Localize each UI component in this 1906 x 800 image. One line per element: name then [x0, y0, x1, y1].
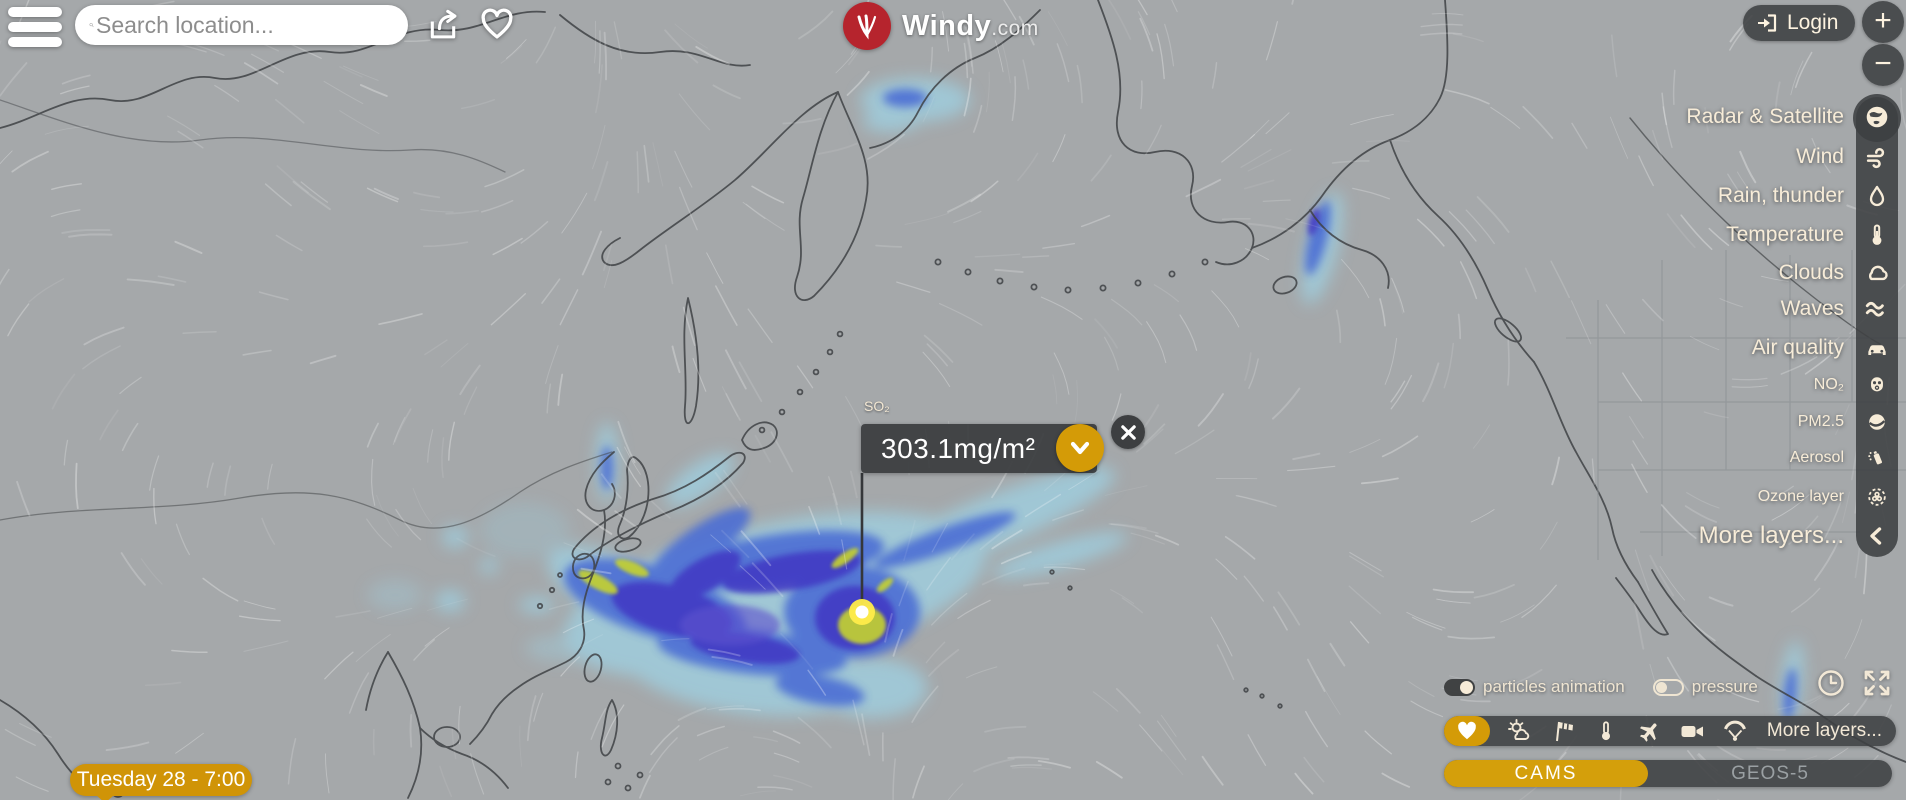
chevron-down-icon — [1070, 441, 1090, 455]
raindrop-icon — [1856, 184, 1898, 208]
layer-menu-item-rain-thunder[interactable]: Rain, thunder — [1718, 179, 1898, 213]
login-button[interactable]: Login — [1743, 5, 1856, 41]
login-icon — [1758, 14, 1777, 32]
paragliding-tab-button[interactable] — [1722, 718, 1748, 744]
picker-value: 303.1mg/m² — [881, 432, 1036, 464]
heart-icon — [1458, 721, 1476, 740]
fullscreen-icon[interactable] — [1862, 668, 1892, 698]
picker-anchor[interactable] — [849, 473, 875, 625]
wind-icon — [1856, 145, 1898, 170]
layer-menu-item-waves[interactable]: Waves — [1781, 292, 1898, 326]
quick-layers-bar: More layers... — [1444, 716, 1896, 746]
chevron-left-icon — [1856, 524, 1898, 548]
layer-menu-item-no2[interactable]: NO₂ — [1814, 368, 1898, 402]
layer-menu-item-more-layers[interactable]: More layers... — [1699, 519, 1898, 553]
zoom-in-button[interactable]: + — [1862, 1, 1904, 43]
webcams-tab-button[interactable] — [1679, 718, 1705, 744]
windsock-icon — [1556, 721, 1573, 742]
weather-tab-button[interactable] — [1507, 718, 1533, 744]
layer-menu-item-radar-satellite[interactable]: Radar & Satellite — [1686, 100, 1898, 134]
menu-bar — [8, 7, 62, 17]
layer-menu-bar — [1856, 97, 1898, 557]
model-cams-button[interactable]: CAMS — [1444, 760, 1648, 787]
favorites-tab-button[interactable] — [1444, 716, 1490, 746]
quickbar-more-layers[interactable]: More layers... — [1766, 720, 1882, 741]
login-label: Login — [1787, 11, 1839, 34]
layer-menu-item-temperature[interactable]: Temperature — [1726, 218, 1898, 252]
layer-menu-item-wind[interactable]: Wind — [1796, 140, 1898, 174]
layer-menu-item-clouds[interactable]: Clouds — [1779, 256, 1898, 290]
timeline-pointer — [96, 795, 114, 800]
layer-menu-item-aerosol[interactable]: Aerosol — [1790, 441, 1898, 475]
brand-name: Windy.com — [902, 9, 1039, 42]
favorites-heart-icon[interactable] — [478, 6, 516, 44]
windy-w-glyph — [857, 14, 877, 40]
toggle-on-icon — [1444, 678, 1475, 696]
search-icon — [89, 23, 94, 28]
share-icon[interactable] — [424, 6, 462, 44]
car-icon — [1856, 335, 1898, 361]
search-box[interactable] — [75, 5, 408, 45]
toggle-off-icon — [1652, 678, 1684, 696]
flights-tab-button[interactable] — [1636, 718, 1662, 744]
windy-logo-mark — [843, 2, 891, 50]
thermometer-icon — [1856, 223, 1898, 247]
layer-menu-item-pm25[interactable]: PM2.5 — [1798, 405, 1898, 439]
so2-overlay-dark — [611, 208, 1320, 664]
map-option-toggles: particles animation pressure — [1444, 677, 1758, 697]
zoom-out-button[interactable]: − — [1862, 44, 1904, 86]
video-camera-icon — [1681, 726, 1703, 737]
menu-button[interactable] — [8, 7, 62, 47]
model-selector: CAMS GEOS-5 — [1444, 760, 1892, 787]
picker-expand-button[interactable] — [1056, 424, 1104, 472]
menu-bar — [8, 37, 62, 47]
windy-logo[interactable]: Windy.com — [843, 2, 1039, 50]
spray-icon — [1856, 447, 1898, 469]
layer-menu-item-ozone-layer[interactable]: Ozone layer — [1758, 480, 1898, 514]
menu-bar — [8, 22, 62, 32]
layer-menu-item-air-quality[interactable]: Air quality — [1752, 331, 1898, 365]
waves-icon — [1856, 296, 1898, 322]
temperature-tab-button[interactable] — [1593, 718, 1619, 744]
picker-layer-label: SO₂ — [864, 398, 890, 414]
windsock-tab-button[interactable] — [1550, 718, 1576, 744]
thermometer-icon — [1601, 721, 1611, 741]
cloud-icon — [1856, 260, 1898, 286]
ozone-icon — [1856, 486, 1898, 508]
airplane-icon — [1639, 722, 1657, 742]
face-mask-icon — [1856, 411, 1898, 433]
clock-icon[interactable] — [1816, 668, 1846, 698]
close-icon — [1120, 424, 1136, 440]
globe-icon — [1856, 104, 1898, 130]
search-input[interactable] — [94, 10, 394, 40]
state-boundaries — [1566, 250, 1906, 560]
particles-animation-toggle[interactable]: particles animation — [1444, 677, 1625, 697]
pressure-toggle[interactable]: pressure — [1652, 677, 1758, 697]
partly-sunny-icon — [1508, 719, 1530, 740]
paraglider-icon — [1724, 720, 1746, 741]
model-geos5-button[interactable]: GEOS-5 — [1731, 762, 1809, 784]
gas-mask-icon — [1856, 374, 1898, 396]
picker-close-button[interactable] — [1111, 415, 1145, 449]
timeline-time-pill[interactable]: Tuesday 28 - 7:00 — [70, 764, 252, 796]
